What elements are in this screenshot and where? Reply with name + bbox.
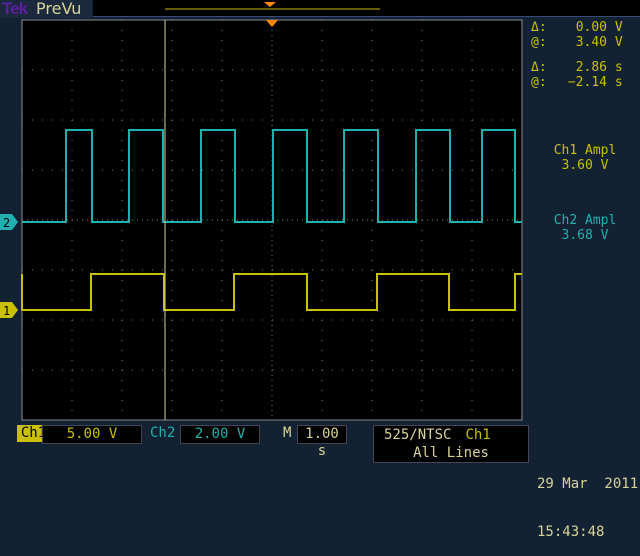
label: Ch2 Ampl — [553, 213, 617, 228]
ground-marker-ch2 — [0, 214, 18, 230]
tek-logo: Tek — [2, 0, 28, 18]
ground-marker-ch1 — [0, 302, 18, 318]
label: Δ: — [531, 20, 547, 35]
trace-ch1 — [21, 273, 522, 311]
ground-marker-label: 2 — [3, 216, 10, 230]
acquisition-mode: PreVu — [36, 0, 82, 18]
time: 15:43:48 — [537, 524, 605, 540]
timebase-scale[interactable]: 1.00 s — [297, 425, 347, 459]
label: @: — [531, 75, 547, 90]
ch1-scale[interactable]: 5.00 V — [42, 425, 142, 444]
value: 3.40 V — [575, 35, 623, 50]
label: Ch1 Ampl — [553, 143, 617, 158]
value: 0.00 V — [575, 20, 623, 35]
datetime: 29 Mar 2011 15:43:48 — [537, 444, 638, 556]
trace-ch2 — [22, 129, 522, 223]
ch1-button[interactable]: Ch1 — [17, 425, 50, 442]
value: 3.60 V — [561, 158, 609, 173]
value: 3.68 V — [561, 228, 609, 243]
waveform-display: 12 — [0, 2, 523, 421]
value: −2.14 s — [567, 75, 623, 90]
trigger-readout[interactable]: 525/NTSC Ch1 All Lines — [373, 425, 529, 463]
label: @: — [531, 35, 547, 50]
trigger-type: 525/NTSC — [384, 427, 452, 443]
cursor-t-readout: Δ: 2.86 s @: −2.14 s — [531, 60, 623, 90]
cursor-v-readout: Δ: 0.00 V @: 3.40 V — [531, 20, 623, 50]
trigger-mode: All Lines — [413, 445, 489, 461]
ch2-measurement: Ch2 Ampl 3.68 V — [530, 213, 640, 243]
date: 29 Mar 2011 — [537, 476, 639, 492]
brand-bar: Tek PreVu — [0, 0, 92, 18]
value: 2.86 s — [575, 60, 623, 75]
label: Δ: — [531, 60, 547, 75]
record-trigger-icon — [264, 2, 276, 7]
ch1-measurement: Ch1 Ampl 3.60 V — [530, 143, 640, 173]
timebase-button[interactable]: M — [283, 425, 292, 441]
ground-marker-label: 1 — [3, 304, 10, 318]
ch2-scale[interactable]: 2.00 V — [180, 425, 260, 444]
trigger-position-icon — [266, 20, 278, 27]
ch2-button[interactable]: Ch2 — [150, 425, 176, 441]
trigger-source: Ch1 — [465, 427, 491, 443]
